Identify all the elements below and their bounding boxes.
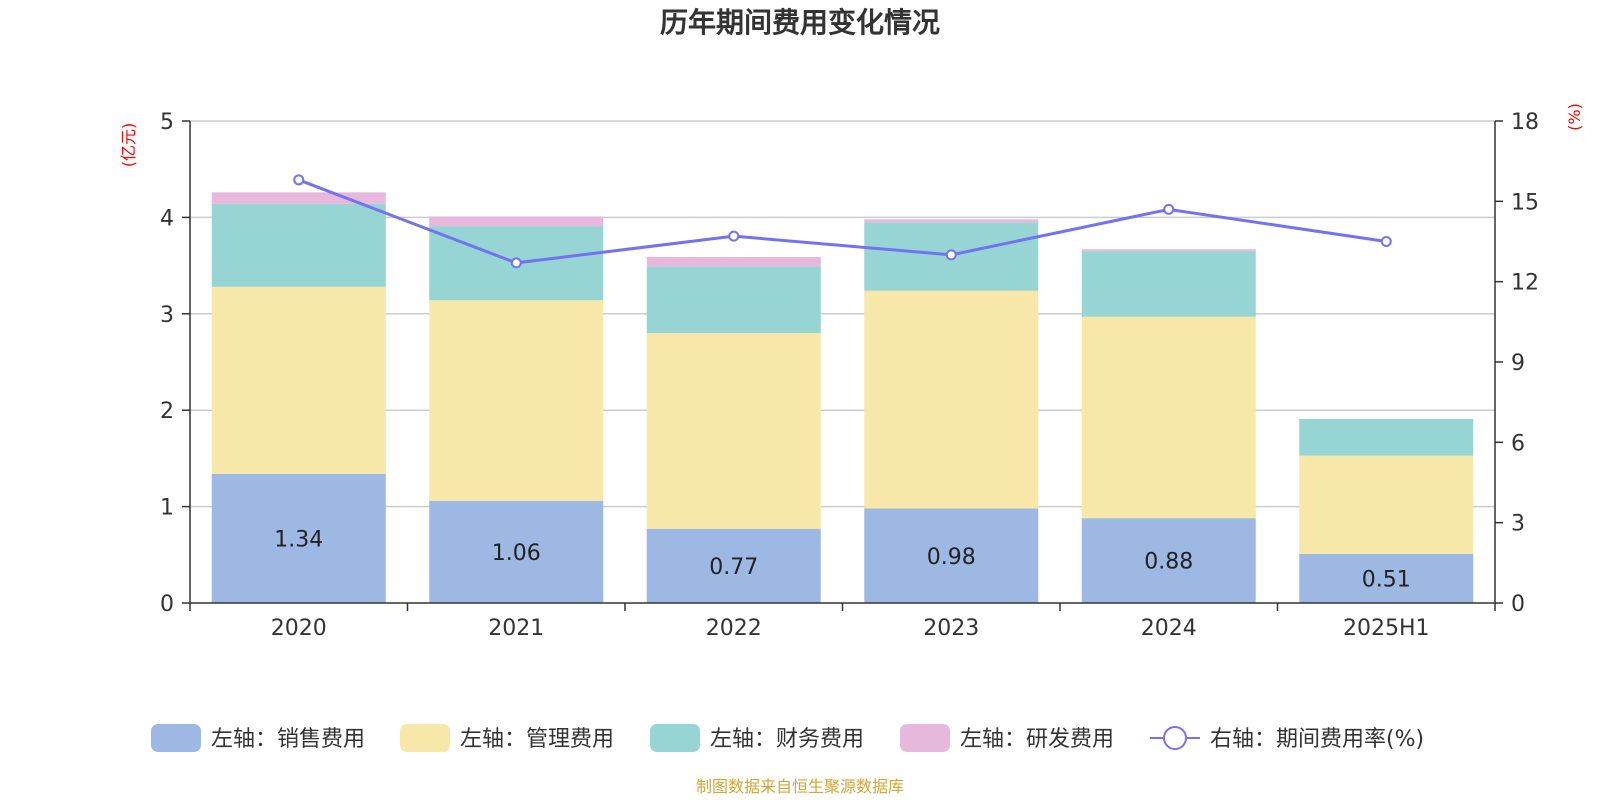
bar-data-label: 1.34 bbox=[274, 527, 323, 552]
line-point bbox=[728, 230, 740, 242]
right-axis-tick-label: 12 bbox=[1511, 271, 1539, 296]
bar-data-label: 0.88 bbox=[1144, 550, 1193, 575]
data-labels: 1.34 1.06 0.77 0.98 0.88 0.51 bbox=[274, 527, 1410, 592]
line-point bbox=[1380, 236, 1392, 247]
bar-data-label: 0.77 bbox=[709, 555, 758, 580]
right-axis-tick-label: 3 bbox=[1511, 512, 1525, 537]
line-series bbox=[293, 174, 1392, 269]
legend-label: 左轴：财务费用 bbox=[710, 727, 864, 752]
right-axis-tick-label: 18 bbox=[1511, 110, 1539, 135]
bar-segment bbox=[1081, 249, 1256, 252]
bar-segment bbox=[211, 203, 386, 287]
line-point bbox=[293, 174, 305, 186]
bar-segment bbox=[646, 528, 821, 603]
legend-label: 左轴：销售费用 bbox=[211, 727, 365, 752]
x-axis-tick-label: 2020 bbox=[271, 616, 327, 641]
right-axis-unit: (%) bbox=[1565, 103, 1584, 131]
right-axis-tick-label: 6 bbox=[1511, 431, 1525, 456]
right-axis-tick-label: 9 bbox=[1511, 351, 1525, 376]
x-axis-tick-label: 2022 bbox=[706, 616, 762, 641]
x-axis-tick-label: 2023 bbox=[923, 616, 979, 641]
bar-segment bbox=[429, 300, 604, 501]
bar-segment bbox=[864, 219, 1039, 223]
line-point bbox=[510, 257, 522, 269]
bar-data-label: 1.06 bbox=[492, 541, 541, 566]
bar-segment bbox=[1081, 251, 1256, 317]
bar-segment bbox=[429, 500, 604, 603]
bar-segment bbox=[211, 286, 386, 474]
legend-label: 左轴：研发费用 bbox=[960, 727, 1114, 752]
line-path bbox=[298, 178, 1387, 265]
left-axis-tick-label: 4 bbox=[160, 206, 174, 231]
left-axis-tick-label: 0 bbox=[160, 592, 174, 617]
x-axis-tick-label: 2025H1 bbox=[1343, 616, 1430, 641]
bar-segment bbox=[1299, 455, 1474, 554]
right-axis-tick-label: 15 bbox=[1511, 190, 1539, 215]
bar-segment bbox=[646, 266, 821, 334]
legend: 左轴：销售费用 左轴：管理费用 左轴：财务费用 左轴：研发费用 右轴：期间费用率(%) bbox=[151, 724, 1424, 752]
bar-segment bbox=[1081, 518, 1256, 603]
bar-segment bbox=[864, 508, 1039, 603]
line-point bbox=[1163, 203, 1175, 215]
legend-swatch bbox=[900, 724, 950, 752]
left-axis-tick-label: 1 bbox=[160, 496, 174, 521]
bar-segment bbox=[1081, 316, 1256, 519]
legend-label: 左轴：管理费用 bbox=[460, 727, 614, 752]
grid-lines bbox=[190, 120, 1495, 508]
left-axis-tick-label: 5 bbox=[160, 110, 174, 135]
bar-segment bbox=[211, 192, 386, 204]
line-point bbox=[945, 249, 957, 261]
left-axis-tick-label: 2 bbox=[160, 399, 174, 424]
legend-swatch bbox=[151, 724, 201, 752]
bar-data-label: 0.51 bbox=[1362, 567, 1411, 592]
bar-segment bbox=[864, 290, 1039, 509]
bar-data-label: 0.98 bbox=[927, 545, 976, 570]
bar-segment bbox=[429, 216, 604, 227]
x-axis-tick-label: 2021 bbox=[488, 616, 544, 641]
bar-segment bbox=[1299, 553, 1474, 603]
left-axis-unit: (亿元) bbox=[119, 123, 138, 168]
legend-marker bbox=[1163, 726, 1187, 750]
legend-label: 右轴：期间费用率(%) bbox=[1210, 727, 1424, 752]
source-note: 制图数据来自恒生聚源数据库 bbox=[696, 777, 904, 796]
bar-series bbox=[211, 192, 1474, 603]
x-axis-tick-label: 2024 bbox=[1141, 616, 1197, 641]
bar-segment bbox=[1299, 418, 1474, 456]
legend-swatch bbox=[650, 724, 700, 752]
chart-title: 历年期间费用变化情况 bbox=[660, 6, 940, 39]
legend-swatch bbox=[400, 724, 450, 752]
bar-segment bbox=[211, 473, 386, 603]
right-axis-tick-label: 0 bbox=[1511, 592, 1525, 617]
bar-segment bbox=[646, 256, 821, 267]
bar-segment bbox=[646, 333, 821, 529]
left-axis-tick-label: 3 bbox=[160, 303, 174, 328]
